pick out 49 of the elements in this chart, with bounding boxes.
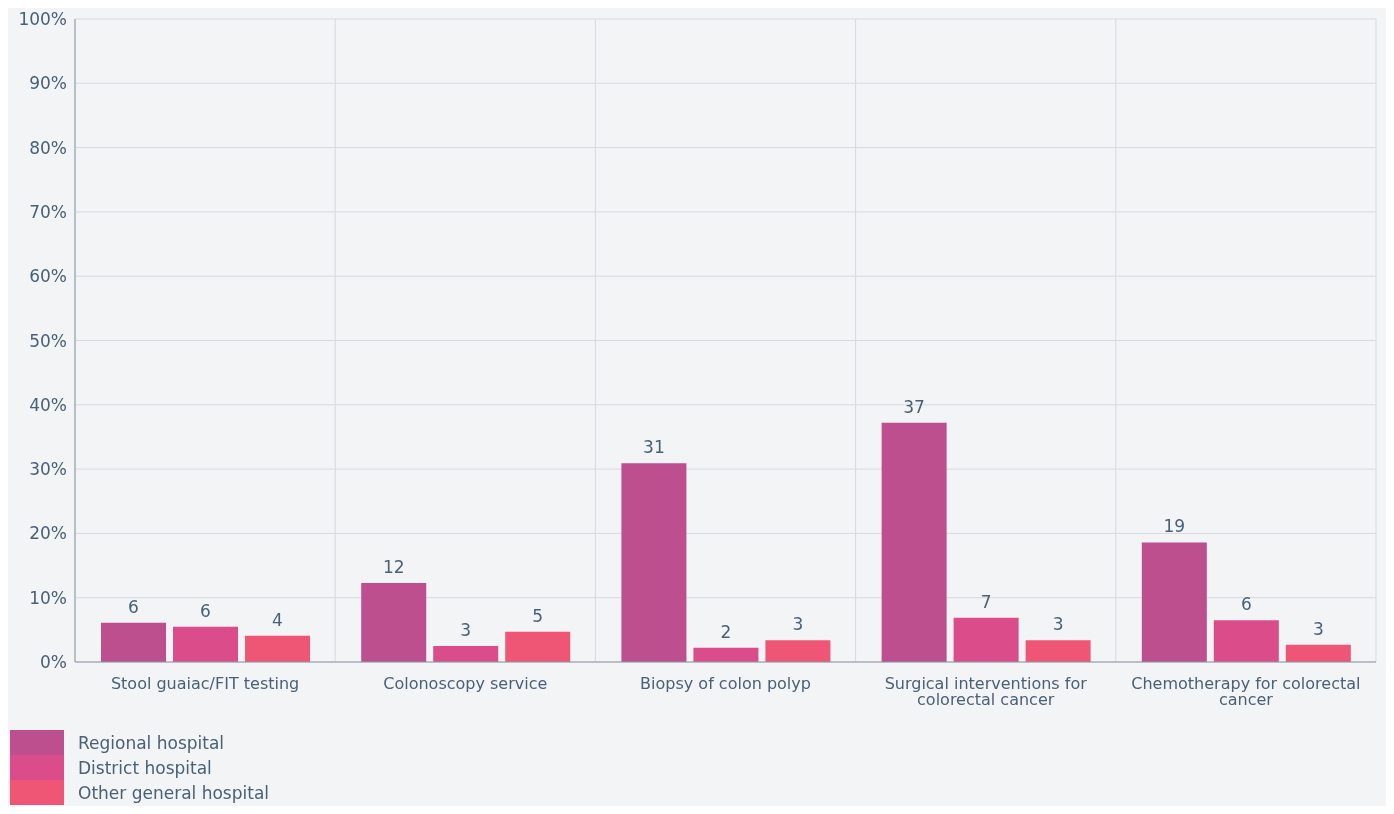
y-tick-label: 100%: [18, 9, 67, 30]
bar: [1285, 644, 1351, 662]
y-tick-label: 60%: [29, 266, 67, 287]
data-label: 4: [272, 609, 283, 630]
bar: [693, 647, 759, 662]
data-label: 5: [532, 605, 544, 626]
bar: [953, 617, 1019, 662]
y-tick-label: 20%: [29, 523, 67, 544]
data-label: 3: [1052, 614, 1064, 635]
bar: [621, 463, 687, 662]
data-label: 31: [643, 437, 665, 458]
y-tick-label: 10%: [29, 587, 67, 608]
data-label: 37: [903, 396, 925, 417]
data-label: 3: [460, 619, 472, 640]
data-label: 2: [720, 621, 732, 642]
data-label: 3: [1312, 618, 1324, 639]
x-tick-label: Colonoscopy service: [383, 674, 548, 694]
x-tick-label: Biopsy of colon polyp: [640, 674, 811, 694]
y-tick-label: 30%: [29, 459, 67, 480]
legend-label: Other general hospital: [78, 782, 270, 803]
data-label: 6: [1240, 594, 1252, 615]
data-label: 6: [200, 600, 211, 621]
y-tick-label: 0%: [40, 652, 67, 673]
y-tick-label: 80%: [29, 137, 67, 158]
data-label: 3: [792, 614, 804, 635]
bar: [505, 631, 571, 662]
legend-label: Regional hospital: [78, 732, 225, 753]
x-tick-label: Stool guaiac/FIT testing: [110, 674, 300, 694]
x-tick-label: Surgical interventions for colorectal cancer: [884, 674, 1088, 710]
data-label: 12: [382, 556, 405, 577]
bar: [361, 582, 427, 662]
x-tick-label: Chemotherapy for colorectal cancer: [1131, 674, 1361, 710]
data-label: 6: [128, 596, 139, 617]
bar: [1213, 620, 1279, 662]
bar: [765, 640, 831, 662]
data-label: 7: [980, 591, 992, 612]
y-tick-label: 70%: [29, 201, 67, 222]
bar: [101, 622, 167, 662]
bar: [1025, 640, 1091, 662]
data-label: 19: [1163, 516, 1186, 537]
bar: [245, 635, 311, 662]
bar: [881, 422, 947, 662]
y-tick-label: 90%: [29, 73, 67, 94]
y-tick-label: 50%: [29, 330, 67, 351]
legend-label: District hospital: [78, 757, 212, 778]
bar: [433, 645, 499, 662]
y-tick-label: 40%: [29, 394, 67, 415]
bar: [1141, 542, 1207, 662]
bar: [173, 626, 239, 662]
